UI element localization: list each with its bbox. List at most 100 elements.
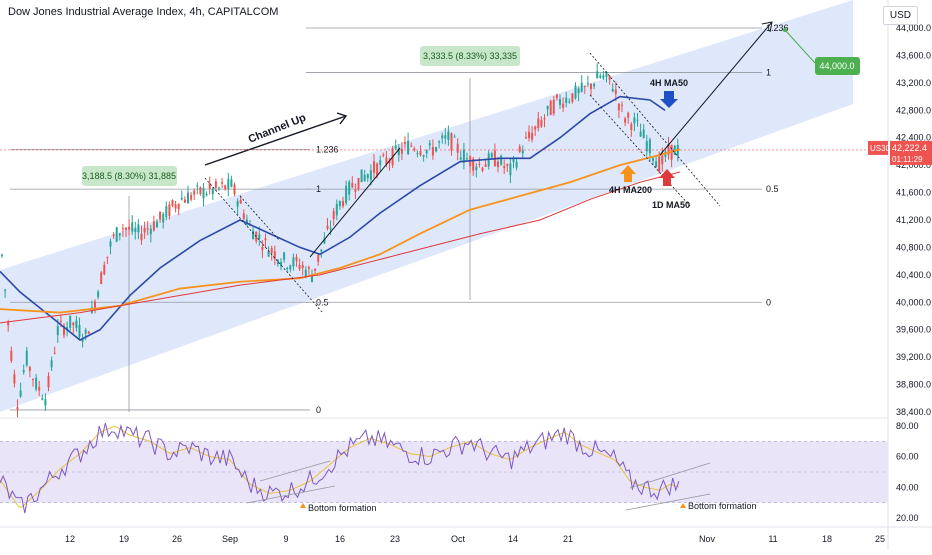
candle-body [311,275,313,282]
candle-body [611,89,614,92]
candle-body [580,82,583,92]
candle-body [190,194,193,200]
ma-1d50-line [0,171,681,324]
candle-body [314,268,317,271]
currency-label[interactable]: USD [882,6,918,25]
candle-body [332,211,335,220]
candle-body [298,265,301,269]
candle-body [481,167,484,171]
candle-body [208,183,211,189]
candle-body [633,117,636,124]
candle-body [444,135,447,139]
candle-body [549,100,552,116]
candle-body [639,131,642,137]
channel-up-arrow [204,115,347,166]
candle-body [413,148,416,151]
candle-body [218,187,220,189]
time-tick: 14 [508,534,518,544]
candle-body [270,248,273,253]
symbol-tag [868,140,888,155]
candle-body [63,325,65,336]
time-tick: 23 [390,534,400,544]
candle-body [1,254,3,256]
rsi-tick: 40.00 [896,482,919,492]
candle-body [304,269,307,277]
candle-body [466,158,468,160]
candle-body [317,254,320,262]
candle-body [655,161,658,168]
candle-body [221,182,224,184]
candle-body [174,204,177,209]
measure-box-1 [82,166,177,186]
candle-body [376,163,379,176]
current-price-box [890,140,932,165]
candle-body [125,227,127,230]
candle-body [72,322,75,326]
candle-body [574,85,577,99]
candle-body [109,241,112,247]
candle-body [233,184,236,195]
candle-body [267,251,270,257]
price-tick: 42,000.0 [896,160,931,170]
target-connector [784,29,816,64]
candle-body [366,174,369,179]
rsi-tick: 60.00 [896,452,919,462]
dash-channel-2b [589,94,691,207]
candle-body [329,227,332,230]
fib-label-right: 1.236 [766,23,789,33]
candle-body [497,161,499,168]
fib-label-left: 0 [316,405,321,415]
projection-line-2 [659,21,773,156]
candle-body [159,211,162,220]
candle-body [180,197,183,200]
candle-body [431,146,434,156]
candle-body [459,157,462,160]
candle-body [69,315,72,328]
candle-body [531,132,534,140]
candle-body [13,374,16,384]
time-tick: Sep [222,534,238,544]
candle-body [16,407,19,410]
candle-body [388,160,391,164]
candle-body [438,141,441,143]
candle-body [354,189,357,192]
rsi-ma-line [0,425,680,508]
candle-body [183,199,186,203]
candle-body [211,188,214,195]
candle-body [453,136,456,138]
candle-body [503,166,506,168]
candle-body [258,234,261,239]
candle-body [165,206,168,217]
candle-body [227,179,230,189]
candle-body [301,264,304,269]
dash-channel-1a [204,177,323,313]
candle-body [621,104,623,106]
candle-body [121,228,124,230]
candle-body [230,179,233,187]
candle-body [512,157,515,162]
channel-up-band [0,0,853,412]
candle-body [400,149,403,154]
time-tick: Oct [451,534,466,544]
bottom-formation-1-lower [246,485,336,504]
candle-body [456,143,459,153]
price-tick: 42,800.0 [896,105,931,115]
rsi-tick: 20.00 [896,513,919,523]
candle-body [490,153,493,158]
candle-body [53,352,56,354]
candle-body [360,169,363,183]
candle-body [338,201,341,207]
candle-body [373,161,375,173]
candle-body [137,224,140,233]
price-tick: 39,600.0 [896,325,931,335]
measure-label-1: 3,188.5 (8.30%) 31,885 [82,171,176,181]
price-tick: 40,000.0 [896,297,931,307]
candle-body [10,350,13,362]
candle-body [280,262,282,266]
symbol-tag-label: US30 [870,144,891,153]
time-tick: 9 [283,534,288,544]
candle-body [552,99,555,114]
time-tick: 16 [335,534,345,544]
candle-body [199,187,202,195]
